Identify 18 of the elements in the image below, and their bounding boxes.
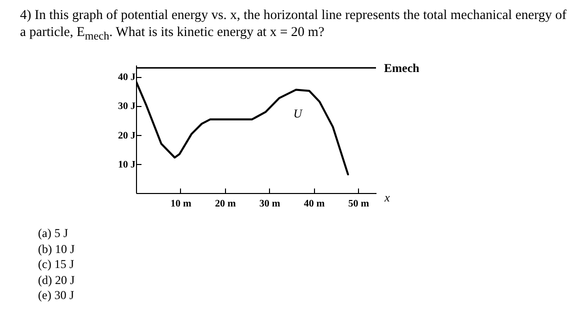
y-tick-label: 40 J: [118, 72, 136, 84]
x-tick-label: 20 m: [214, 198, 236, 210]
ref-line-label: Emech: [384, 60, 420, 75]
x-tick-label: 40 m: [304, 198, 326, 210]
text: (d) 20 J: [38, 272, 75, 288]
y-tick-label: 10 J: [118, 159, 136, 170]
x-axis-title: x: [384, 190, 390, 204]
text: (c) 15 J: [38, 257, 75, 272]
text: (a) 5 J: [38, 226, 69, 242]
x-tick-label: 30 m: [259, 198, 281, 210]
text: (e) 30 J: [38, 288, 75, 304]
chart-title: 4) In this graph of potential energy vs. x, the horizontal line represents the total mechanical energy of a particle, E$_{mech}$. What is its kinetic energy at x = 20 m?: [20, 6, 568, 45]
x-tick-label: 10 m: [170, 198, 192, 210]
text: (b) 10 J: [38, 242, 75, 257]
annotation: U: [293, 106, 304, 121]
y-tick-label: 20 J: [118, 130, 136, 142]
y-tick-label: 30 J: [118, 101, 136, 112]
x-tick-label: 50 m: [348, 198, 370, 210]
